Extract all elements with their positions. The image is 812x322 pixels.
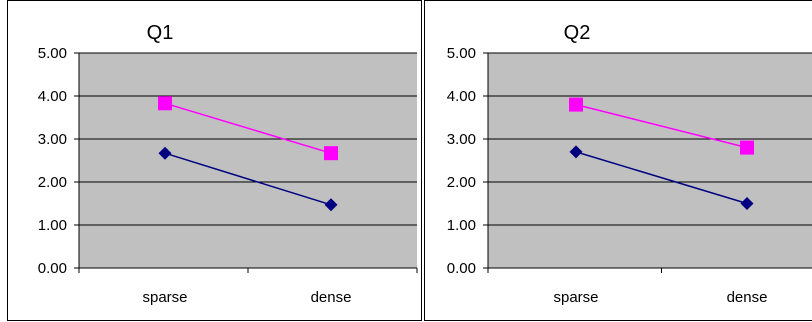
y-tick-label: 5.00 [38, 45, 67, 62]
series-line [575, 151, 748, 205]
y-tick-label: 0.00 [447, 260, 476, 277]
data-point-diamond [569, 145, 583, 159]
data-point-diamond [158, 146, 172, 160]
x-category-label: sparse [142, 289, 187, 306]
y-tick-label: 4.00 [447, 88, 476, 105]
y-tick-label: 3.00 [38, 131, 67, 148]
y-tick-label: 2.00 [38, 174, 67, 191]
data-point-diamond [324, 198, 338, 212]
chart-q2: Q2 0.00 1.00 2.00 3.00 4.00 5.00 sparse dense [424, 0, 812, 321]
chart-q1-title: Q1 [147, 22, 174, 44]
y-tick-label: 3.00 [447, 131, 476, 148]
chart-q1-series [158, 96, 338, 212]
data-point-square [324, 146, 338, 161]
series-line [575, 103, 748, 149]
x-category-label: dense [311, 289, 352, 306]
chart-q2-series [569, 97, 754, 210]
chart-q2-plot-area [488, 53, 812, 268]
y-tick-label: 4.00 [38, 88, 67, 105]
chart-q1-plot-area [79, 53, 417, 268]
y-tick-label: 0.00 [38, 260, 67, 277]
chart-q1-y-axis: 0.00 1.00 2.00 3.00 4.00 5.00 [38, 45, 80, 277]
chart-q1-x-axis: sparse dense [78, 267, 418, 306]
data-point-square [740, 140, 754, 155]
series-line [164, 102, 332, 154]
y-tick-label: 1.00 [38, 217, 67, 234]
data-point-diamond [740, 197, 754, 210]
data-point-square [569, 97, 583, 112]
chart-q2-y-axis: 0.00 1.00 2.00 3.00 4.00 5.00 [447, 45, 489, 277]
x-category-label: sparse [553, 289, 598, 306]
chart-q2-title: Q2 [564, 22, 591, 44]
series-line [164, 152, 332, 206]
chart-q2-x-axis: sparse dense [487, 267, 812, 306]
x-category-label: dense [727, 289, 768, 306]
chart-q1: Q1 0.00 1.00 2.00 3.00 4.00 5.00 sparse dense [7, 0, 422, 321]
y-tick-label: 1.00 [447, 217, 476, 234]
data-point-square [158, 96, 172, 111]
y-tick-label: 5.00 [447, 45, 476, 62]
y-tick-label: 2.00 [447, 174, 476, 191]
